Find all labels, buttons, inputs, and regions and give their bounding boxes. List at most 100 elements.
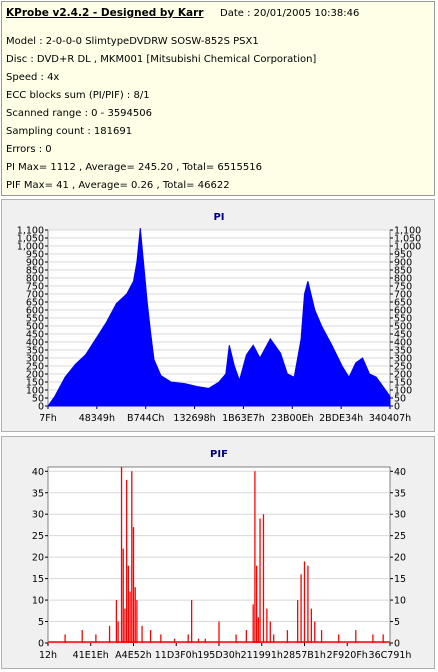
- pi-y-tick-label: 850: [26, 266, 44, 277]
- pif-y-tick-label: 35: [32, 488, 44, 499]
- pi-y-tick-label: 950: [26, 250, 44, 261]
- pi-y-tick-label: 350: [26, 346, 44, 357]
- pi-y-tick-label: 800: [26, 274, 44, 285]
- pi-x-tick-label: 340407h: [369, 413, 411, 424]
- pi-y-tick-label-right: 1,000: [394, 242, 421, 253]
- pi-y-tick-label-right: 200: [394, 370, 412, 381]
- pif-x-tick-label: 36C791h: [369, 650, 412, 661]
- pi-y-tick-label: 1,050: [17, 234, 44, 245]
- pi-y-tick-label: 300: [26, 354, 44, 365]
- pif-x-tick-label: 211991h: [241, 650, 283, 661]
- pi-y-tick-label-right: 800: [394, 274, 412, 285]
- pi-y-tick-label: 1,000: [17, 242, 44, 253]
- pi-y-tick-label: 900: [26, 258, 44, 269]
- pif-x-tick-label: 2F920Fh: [327, 650, 368, 661]
- pif-y-tick-label-right: 0: [394, 639, 400, 650]
- pi-y-tick-label-right: 50: [394, 394, 406, 405]
- pi-y-tick-label-right: 250: [394, 362, 412, 373]
- info-panel: KProbe v2.4.2 - Designed by Karr Date : …: [1, 1, 435, 196]
- info-speed: Speed : 4x: [6, 72, 60, 83]
- pif-x-tick-label: 2857B1h: [283, 650, 326, 661]
- pi-y-tick-label-right: 900: [394, 258, 412, 269]
- pif-y-tick-label-right: 15: [394, 574, 406, 585]
- pif-x-tick-label: A4E52h: [115, 650, 152, 661]
- pi-y-tick-label-right: 700: [394, 290, 412, 301]
- pif-y-tick-label: 10: [32, 596, 44, 607]
- info-ecc: ECC blocks sum (PI/PIF) : 8/1: [6, 90, 150, 101]
- pi-x-tick-label: 1B63E7h: [222, 413, 265, 424]
- pi-y-tick-label-right: 400: [394, 338, 412, 349]
- pi-y-tick-label: 50: [32, 394, 44, 405]
- pi-y-tick-label-right: 650: [394, 298, 412, 309]
- pi-y-tick-label: 700: [26, 290, 44, 301]
- pif-chart-title: PIF: [210, 449, 228, 460]
- info-errors: Errors : 0: [6, 144, 52, 155]
- pi-y-tick-label-right: 450: [394, 330, 412, 341]
- pif-x-tick-label: 11D3F0h: [155, 650, 198, 661]
- pi-y-tick-label: 250: [26, 362, 44, 373]
- pif-x-tick-label: 41E1Eh: [73, 650, 109, 661]
- scan-date: Date : 20/01/2005 10:38:46: [220, 8, 360, 19]
- app-title: KProbe v2.4.2 - Designed by Karr: [6, 7, 204, 19]
- pi-y-tick-label-right: 100: [394, 386, 412, 397]
- pi-y-tick-label-right: 150: [394, 378, 412, 389]
- pif-y-tick-label-right: 20: [394, 553, 406, 564]
- pi-y-tick-label-right: 300: [394, 354, 412, 365]
- pi-y-tick-label-right: 350: [394, 346, 412, 357]
- pi-x-tick-label: B744Ch: [127, 413, 164, 424]
- info-disc: Disc : DVD+R DL , MKM001 [Mitsubishi Che…: [6, 54, 317, 65]
- pif-y-tick-label: 5: [38, 617, 44, 628]
- pi-y-tick-label: 100: [26, 386, 44, 397]
- info-pif-stats: PIF Max= 41 , Average= 0.26 , Total= 466…: [6, 180, 230, 191]
- pi-y-tick-label-right: 0: [394, 402, 400, 413]
- pif-y-tick-label-right: 40: [394, 467, 406, 478]
- pif-y-tick-label-right: 25: [394, 531, 406, 542]
- pi-y-tick-label-right: 600: [394, 306, 412, 317]
- pif-plot-area: [47, 466, 391, 644]
- pi-y-tick-label: 400: [26, 338, 44, 349]
- pif-y-tick-label-right: 30: [394, 510, 406, 521]
- pif-chart-panel: PIF 0 0 5 5 10 10 15 15 20 20 25 25 30 30 35 35 40 40 12h 41…: [1, 436, 435, 669]
- pi-y-tick-label: 200: [26, 370, 44, 381]
- pi-y-tick-label: 750: [26, 282, 44, 293]
- pi-y-tick-label: 650: [26, 298, 44, 309]
- info-model: Model : 2-0-0-0 SlimtypeDVDRW SOSW-852S …: [6, 36, 259, 47]
- pif-y-tick-label-right: 5: [394, 617, 400, 628]
- pi-y-tick-label-right: 750: [394, 282, 412, 293]
- pi-chart-panel: PI 0 0 50 50 100 100 150 150 200 200 250 250 300 300 35…: [1, 199, 435, 432]
- pi-y-tick-label-right: 850: [394, 266, 412, 277]
- pif-y-tick-label: 30: [32, 510, 44, 521]
- pif-chart: PIF 0 0 5 5 10 10 15 15 20 20 25 25 30 30 35 35 40 40 12h 41…: [32, 449, 412, 661]
- pif-y-tick-label-right: 35: [394, 488, 406, 499]
- pif-x-tick-label: 12h: [39, 650, 57, 661]
- pi-y-tick-label: 500: [26, 322, 44, 333]
- pi-chart-title: PI: [213, 212, 224, 223]
- pi-series-area: [47, 228, 391, 407]
- info-sampling: Sampling count : 181691: [6, 126, 133, 137]
- pi-x-tick-label: 48349h: [79, 413, 115, 424]
- pi-y-tick-label-right: 500: [394, 322, 412, 333]
- pif-y-tick-label: 15: [32, 574, 44, 585]
- pi-y-tick-label: 1,100: [17, 226, 44, 237]
- pi-y-tick-label-right: 1,100: [394, 226, 421, 237]
- info-pi-stats: PI Max= 1112 , Average= 245.20 , Total= …: [6, 162, 262, 173]
- pi-x-tick-label: 23B00Eh: [271, 413, 314, 424]
- pif-x-tick-label: 195D30h: [197, 650, 241, 661]
- pi-y-tick-label: 550: [26, 314, 44, 325]
- pi-x-tick-label: 7Fh: [39, 413, 57, 424]
- pif-y-tick-label: 25: [32, 531, 44, 542]
- pi-y-tick-label: 150: [26, 378, 44, 389]
- pi-y-tick-label: 0: [38, 402, 44, 413]
- info-range: Scanned range : 0 - 3594506: [6, 108, 152, 119]
- pif-y-tick-label: 40: [32, 467, 44, 478]
- pi-y-tick-label-right: 550: [394, 314, 412, 325]
- pif-y-tick-label: 20: [32, 553, 44, 564]
- pi-y-tick-label: 600: [26, 306, 44, 317]
- pif-y-tick-label: 0: [38, 639, 44, 650]
- pif-y-tick-label-right: 10: [394, 596, 406, 607]
- pi-y-tick-label-right: 1,050: [394, 234, 421, 245]
- pi-y-tick-label-right: 950: [394, 250, 412, 261]
- pi-x-tick-label: 132698h: [173, 413, 215, 424]
- pi-y-tick-label: 450: [26, 330, 44, 341]
